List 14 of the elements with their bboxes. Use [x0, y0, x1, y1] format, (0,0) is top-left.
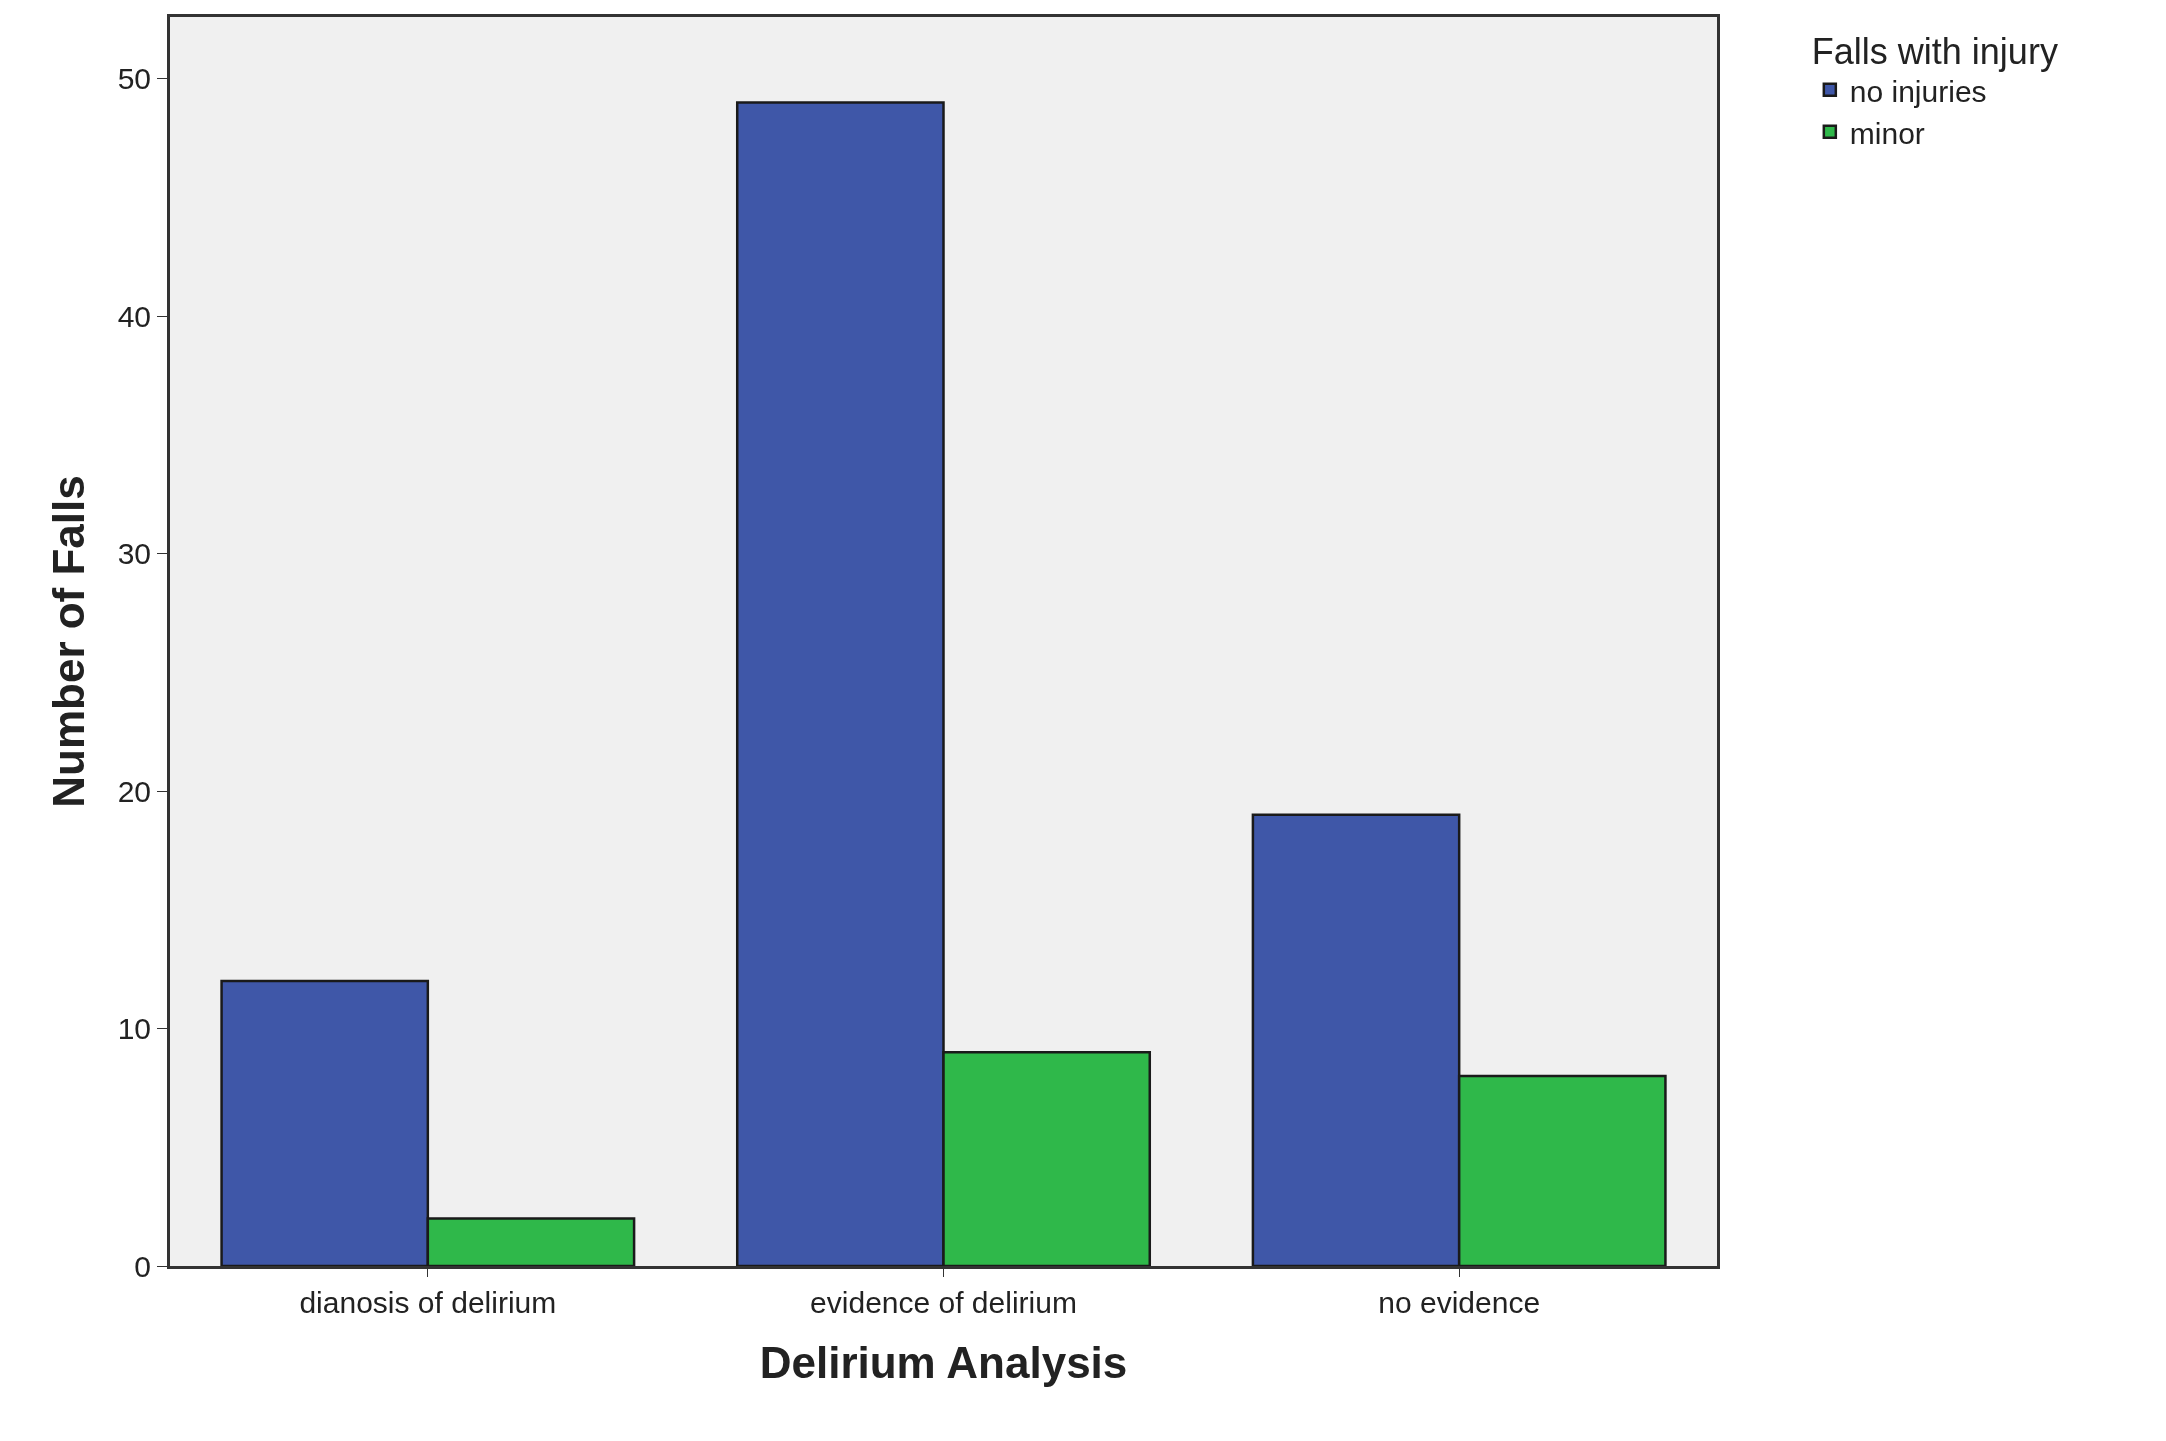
- y-tick-label: 30: [117, 537, 151, 571]
- x-tick-label: evidence of delirium: [810, 1286, 1077, 1319]
- legend-label: minor: [1849, 116, 1925, 150]
- legend-title: Falls with injury: [1811, 30, 2058, 72]
- y-tick-label: 10: [117, 1012, 151, 1046]
- legend-label: no injuries: [1849, 74, 1987, 108]
- y-axis-title: Number of Falls: [43, 475, 93, 808]
- y-tick-label: 50: [117, 62, 151, 96]
- x-tick-label: dianosis of delirium: [299, 1286, 557, 1319]
- y-tick-label: 20: [117, 774, 151, 808]
- x-axis-title: Delirium Analysis: [759, 1338, 1128, 1388]
- y-tick-label: 0: [134, 1249, 151, 1283]
- y-tick-label: 40: [117, 299, 151, 333]
- x-tick-label: no evidence: [1378, 1286, 1541, 1319]
